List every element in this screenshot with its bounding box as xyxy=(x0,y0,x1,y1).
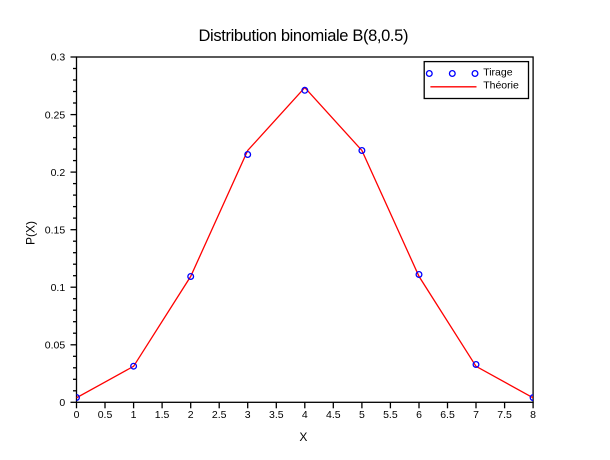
svg-text:Théorie: Théorie xyxy=(483,80,519,92)
svg-text:6.5: 6.5 xyxy=(440,409,455,421)
svg-text:0.25: 0.25 xyxy=(45,109,66,121)
svg-text:0: 0 xyxy=(59,397,65,409)
svg-text:P(X): P(X) xyxy=(24,221,38,245)
svg-text:Tirage: Tirage xyxy=(483,67,513,79)
svg-text:3: 3 xyxy=(245,409,251,421)
svg-text:2.5: 2.5 xyxy=(212,409,227,421)
svg-text:X: X xyxy=(299,430,307,444)
svg-text:0.2: 0.2 xyxy=(51,167,66,179)
svg-text:2: 2 xyxy=(188,409,194,421)
svg-text:5: 5 xyxy=(359,409,365,421)
svg-text:4: 4 xyxy=(302,409,308,421)
svg-text:Distribution binomiale B(8,0.5: Distribution binomiale B(8,0.5) xyxy=(199,27,409,45)
svg-text:0.05: 0.05 xyxy=(45,339,66,351)
svg-text:7.5: 7.5 xyxy=(497,409,512,421)
svg-text:6: 6 xyxy=(416,409,422,421)
svg-text:5.5: 5.5 xyxy=(383,409,398,421)
svg-text:0.1: 0.1 xyxy=(51,282,66,294)
svg-text:1.5: 1.5 xyxy=(155,409,170,421)
svg-text:4.5: 4.5 xyxy=(326,409,341,421)
svg-text:0: 0 xyxy=(74,409,80,421)
svg-text:1: 1 xyxy=(131,409,137,421)
svg-text:0.5: 0.5 xyxy=(98,409,113,421)
svg-text:3.5: 3.5 xyxy=(269,409,284,421)
svg-text:8: 8 xyxy=(530,409,536,421)
svg-text:7: 7 xyxy=(473,409,479,421)
svg-text:0.3: 0.3 xyxy=(51,52,66,64)
svg-text:0.15: 0.15 xyxy=(45,224,66,236)
